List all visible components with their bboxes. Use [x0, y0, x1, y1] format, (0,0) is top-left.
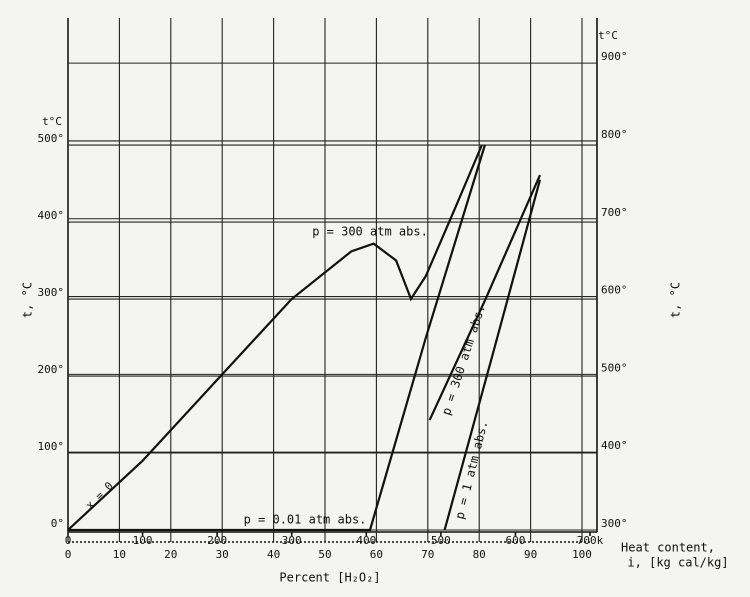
y2-tick-label: 500° — [601, 361, 628, 374]
x2-tick-label: 30 — [216, 548, 229, 561]
y-tick-label: 500° — [38, 132, 65, 145]
y-tick-label: 100° — [38, 440, 65, 453]
series-line — [443, 179, 542, 531]
x-tick-label: 200 — [207, 534, 227, 547]
x2-tick-label: 90 — [524, 548, 537, 561]
series-label: p = 300 atm abs. — [312, 225, 428, 239]
x2-tick-label: 70 — [421, 548, 434, 561]
y-tick-label: 0° — [51, 517, 64, 530]
x-tick-label: 500 — [431, 534, 451, 547]
series-line — [68, 144, 486, 532]
x-tick-label: 700k — [577, 534, 604, 547]
annotation: x = 0 — [83, 479, 116, 512]
series-line — [428, 174, 542, 421]
y2-tick-label: 800° — [601, 128, 628, 141]
x2-tick-label: 20 — [164, 548, 177, 561]
y2-tick-label: 600° — [601, 284, 628, 297]
y2-tick-label: 900° — [601, 50, 628, 63]
y2-tick-label: 400° — [601, 439, 628, 452]
y2-axis-unit: t°C — [598, 29, 618, 42]
x2-tick-label: 0 — [65, 548, 72, 561]
y2-axis-label: t, °C — [669, 282, 683, 318]
y2-tick-label: 300° — [601, 517, 628, 530]
x2-tick-label: 10 — [113, 548, 126, 561]
y2-tick-label: 700° — [601, 206, 628, 219]
series-line — [67, 144, 483, 531]
x-tick-label: 400 — [356, 534, 376, 547]
y-tick-label: 400° — [38, 209, 65, 222]
x-tick-label: 600 — [505, 534, 525, 547]
y-axis-unit: t°C — [42, 115, 62, 128]
x2-axis-label: Percent [H₂O₂] — [279, 571, 380, 585]
x2-tick-label: 80 — [473, 548, 486, 561]
y-axis-label: t, °C — [21, 282, 35, 318]
x-axis-label: i, [kg cal/kg] — [627, 556, 728, 570]
y-tick-label: 200° — [38, 363, 65, 376]
x2-tick-label: 60 — [370, 548, 383, 561]
x2-tick-label: 40 — [267, 548, 280, 561]
x-tick-label: 100 — [133, 534, 153, 547]
y-tick-label: 300° — [38, 286, 65, 299]
x-tick-label: 300 — [282, 534, 302, 547]
x2-tick-label: 50 — [318, 548, 331, 561]
x2-tick-label: 100 — [572, 548, 592, 561]
series-label: p = 0.01 atm abs. — [244, 513, 367, 527]
x-axis-label: Heat content, — [621, 541, 715, 555]
